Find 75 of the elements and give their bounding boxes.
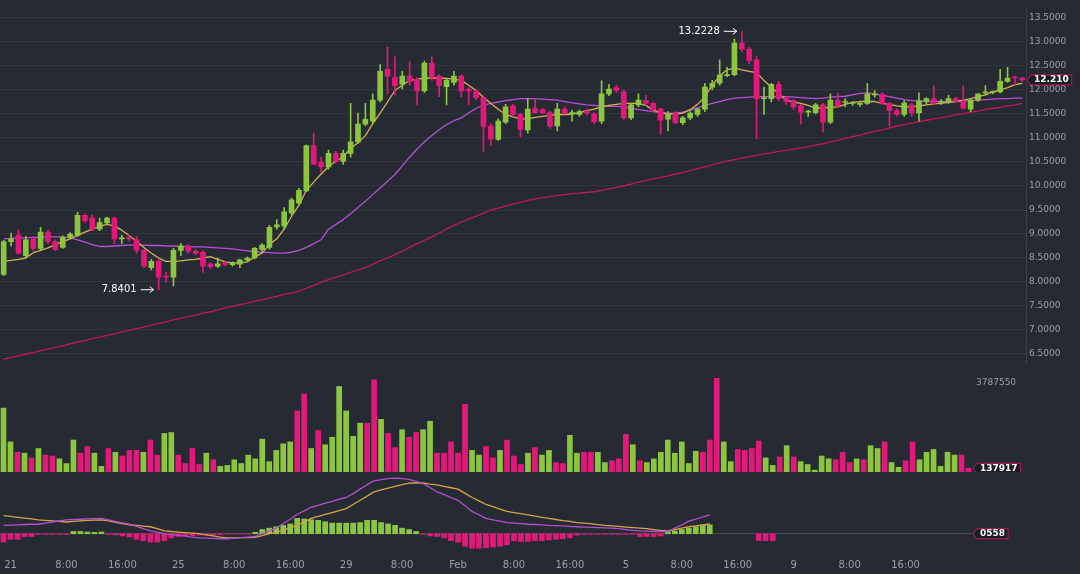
candlestick	[392, 56, 398, 96]
candlestick	[569, 109, 575, 122]
bar	[532, 447, 538, 472]
x-tick-label: 29	[339, 558, 353, 570]
x-tick-label: 21	[4, 558, 17, 570]
y-tick-label: 12.5000	[1029, 60, 1067, 71]
x-tick-label: Feb	[449, 558, 467, 570]
bar	[203, 452, 210, 472]
bar	[846, 462, 853, 472]
x-tick-label: 16:00	[275, 558, 305, 570]
candlestick	[871, 90, 878, 98]
y-tick-label: 10.0000	[1029, 180, 1067, 191]
y-tick-label: 13.5000	[1029, 12, 1067, 23]
bar	[70, 531, 77, 535]
bar	[902, 460, 909, 472]
bar	[63, 463, 70, 472]
text: 3787550	[976, 377, 1017, 388]
x-tick-label: 5	[622, 558, 630, 570]
bar	[140, 533, 147, 542]
bar	[916, 459, 923, 472]
y-tick-label: 11.0000	[1029, 132, 1067, 143]
candlestick	[126, 235, 132, 242]
bar	[378, 419, 384, 472]
bar	[14, 533, 21, 540]
x-tick-label: 16:00	[555, 558, 585, 570]
y-tick-label: 9.5000	[1029, 204, 1061, 215]
bar	[832, 459, 839, 472]
y-tick-label: 6.5000	[1029, 348, 1061, 359]
x-tick-label: 8:00	[502, 558, 526, 570]
bar	[497, 450, 503, 472]
text: 137917	[980, 462, 1018, 473]
bar	[783, 445, 790, 472]
x-tick-label: 25	[171, 558, 185, 570]
annotation: 7.8401	[101, 283, 137, 295]
y-tick-label: 9.0000	[1029, 228, 1061, 239]
bar	[637, 460, 643, 472]
y-tick-label: 7.0000	[1029, 324, 1061, 335]
bar	[21, 533, 28, 537]
bar	[210, 459, 217, 472]
y-tick-label: 8.0000	[1029, 276, 1061, 287]
x-tick-label: 8:00	[223, 558, 246, 570]
bar	[630, 444, 636, 472]
bar	[888, 462, 895, 472]
x-tick-label: 8:00	[390, 558, 414, 570]
candlestick	[761, 86, 767, 115]
bar	[28, 533, 35, 537]
bar	[133, 533, 140, 540]
bar	[119, 533, 126, 537]
y-tick-label: 11.5000	[1029, 108, 1067, 119]
bar	[860, 459, 867, 472]
y-tick-label: 7.5000	[1029, 300, 1061, 311]
bar	[525, 452, 531, 472]
x-tick-label: 16:00	[723, 558, 753, 570]
bar	[77, 531, 84, 535]
candlestick	[118, 235, 125, 244]
x-tick-label: 9	[790, 558, 797, 570]
y-tick-label: 12.0000	[1029, 84, 1067, 95]
x-tick-label: 16:00	[107, 558, 137, 570]
y-tick-label: 10.5000	[1029, 156, 1067, 167]
x-tick-label: 8:00	[55, 558, 78, 570]
bar	[308, 448, 315, 472]
bar	[7, 533, 14, 540]
bar	[315, 430, 321, 472]
text: 0558	[980, 528, 1006, 539]
x-tick-label: 8:00	[838, 558, 861, 570]
annotation: 13.2228	[678, 24, 720, 36]
x-tick-label: 8:00	[670, 558, 694, 570]
y-tick-label: 13.0000	[1029, 36, 1067, 47]
y-tick-label: 8.5000	[1029, 252, 1061, 263]
candlestick	[842, 98, 848, 108]
text: 12.210	[1034, 74, 1069, 85]
x-tick-label: 16:00	[891, 558, 920, 570]
bar	[790, 456, 797, 472]
bar	[399, 429, 405, 472]
bar	[776, 456, 783, 472]
